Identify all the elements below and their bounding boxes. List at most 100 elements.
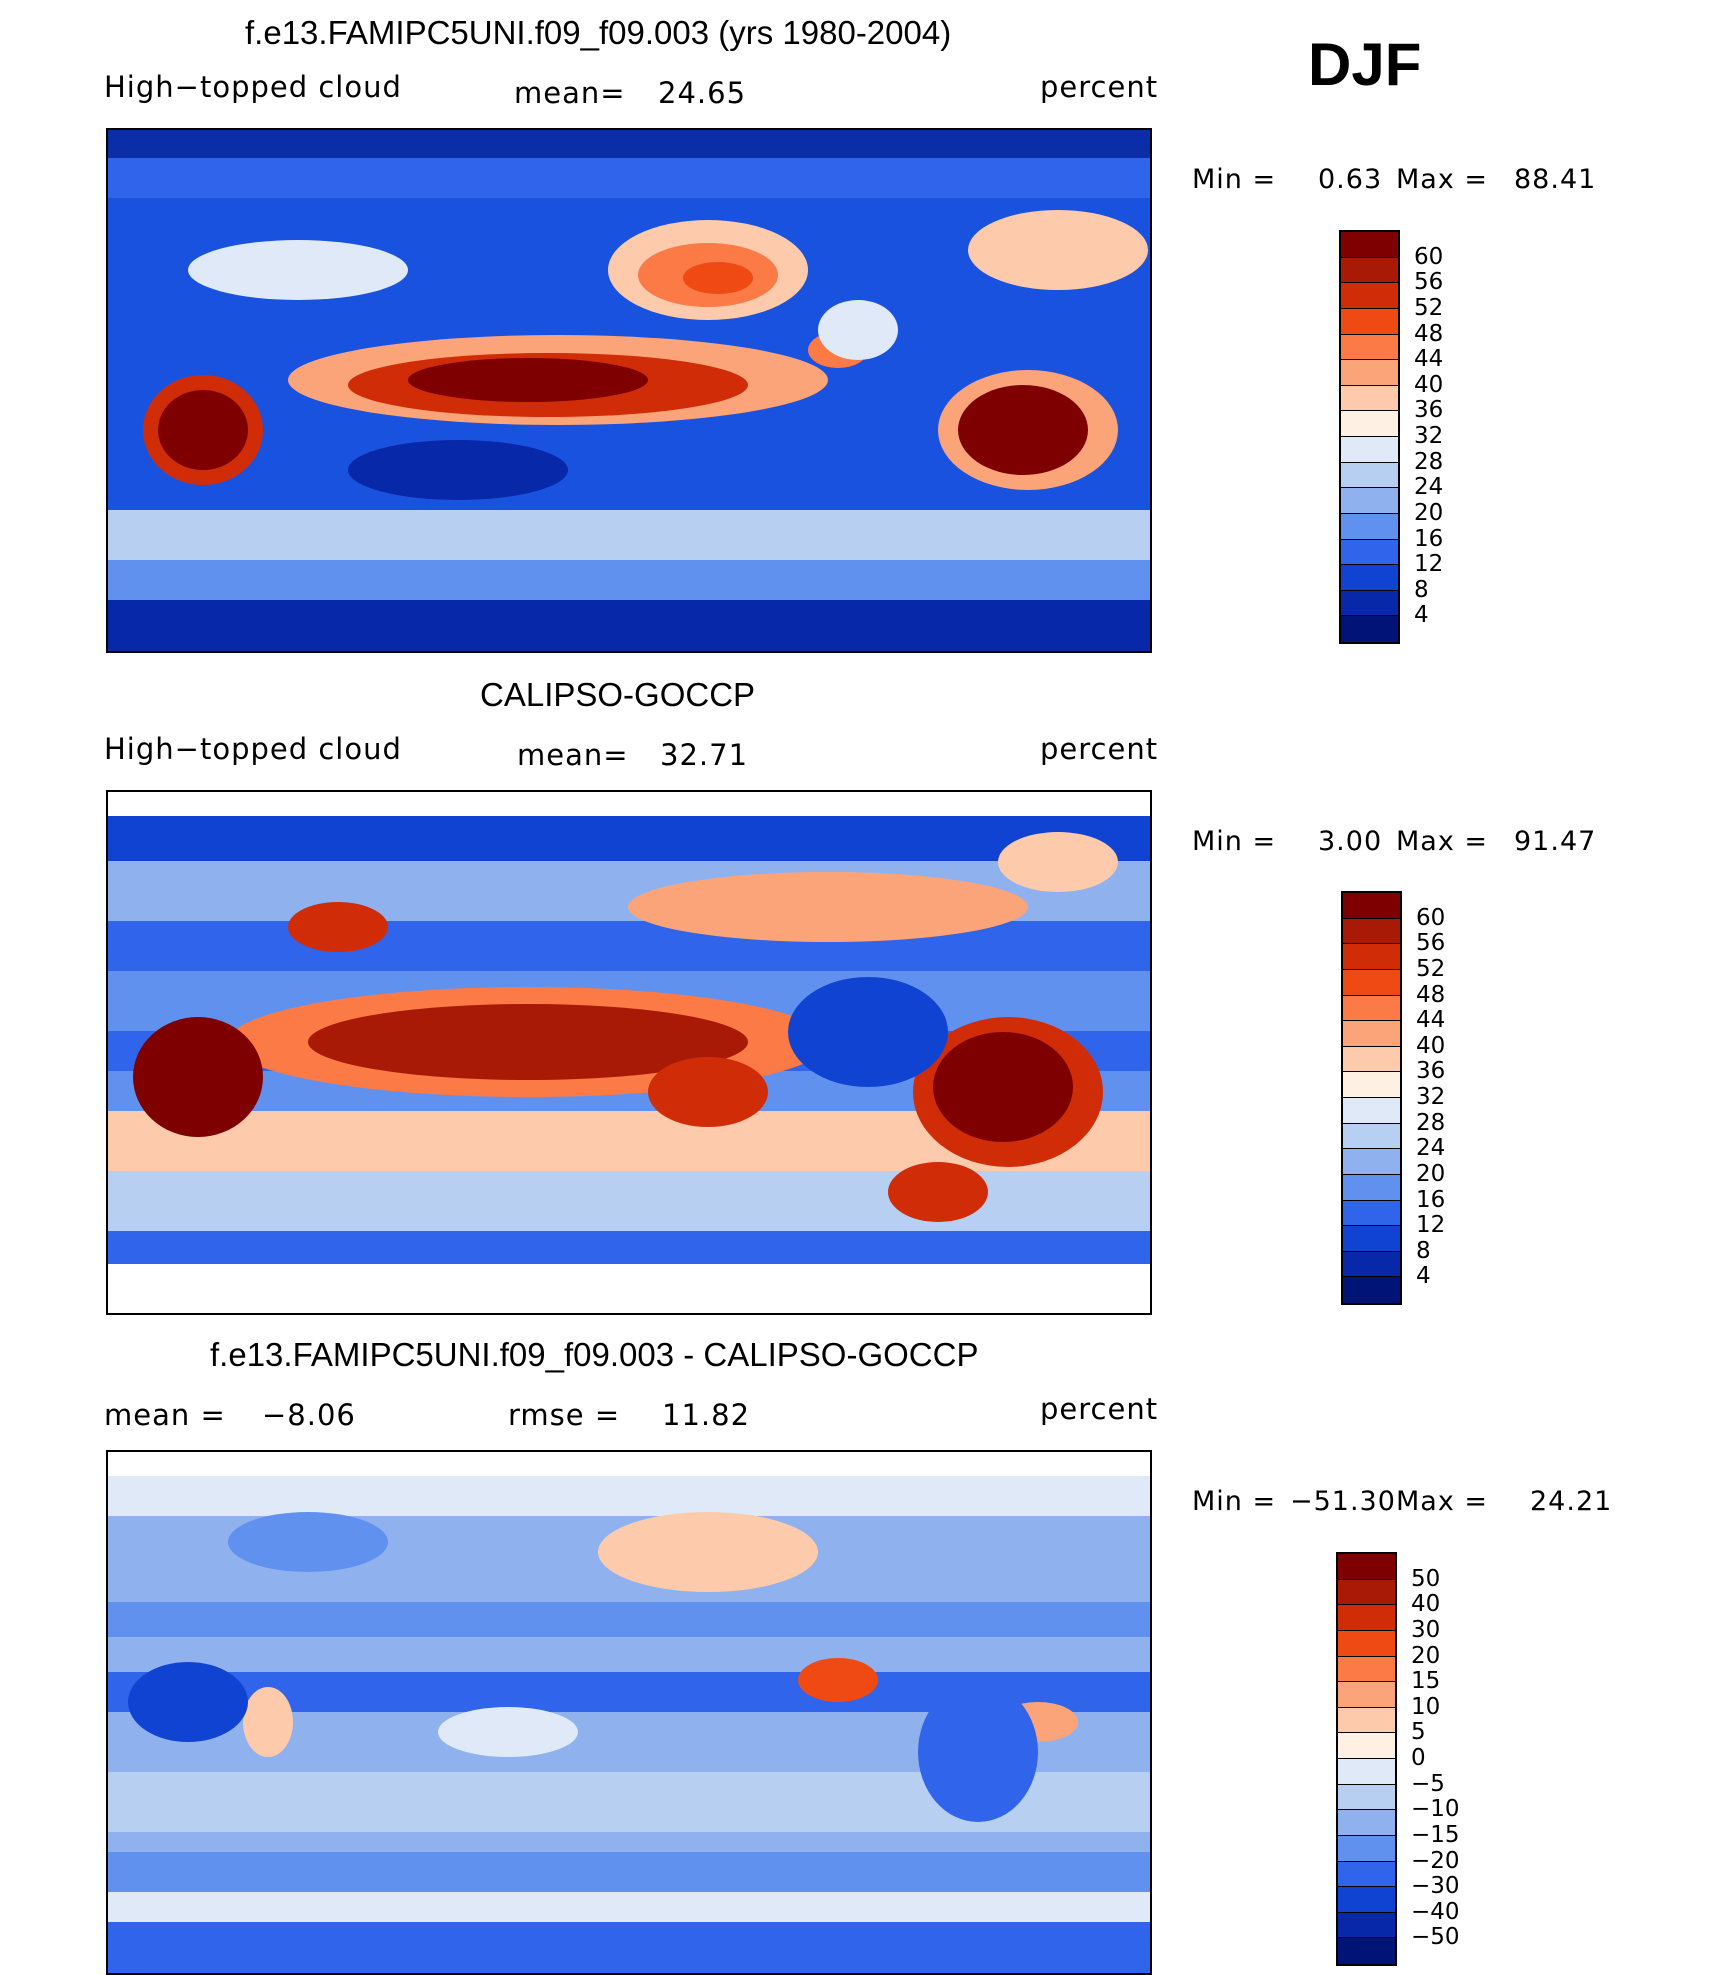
- colorbar-swatch: [1343, 1021, 1400, 1047]
- panel-2-map: [106, 790, 1152, 1315]
- colorbar-tick-label: 8: [1414, 576, 1429, 603]
- colorbar-tick-label: 4: [1416, 1263, 1431, 1290]
- panel-1-mean-value: 24.65: [658, 76, 747, 110]
- colorbar-swatch: [1338, 1733, 1395, 1759]
- colorbar-tick-label: 20: [1416, 1160, 1446, 1187]
- colorbar-swatch: [1343, 1149, 1400, 1175]
- colorbar-swatch: [1343, 944, 1400, 970]
- colorbar-swatch: [1343, 1200, 1400, 1227]
- colorbar-tick-label: 40: [1414, 371, 1444, 398]
- colorbar-tick-label: 24: [1414, 474, 1444, 501]
- colorbar-tick-label: −10: [1411, 1796, 1460, 1823]
- colorbar-swatch: [1338, 1579, 1395, 1606]
- colorbar-tick-label: 50: [1411, 1565, 1441, 1592]
- panel-1-map: [106, 128, 1152, 653]
- colorbar-tick-label: 40: [1411, 1591, 1441, 1618]
- colorbar-tick-label: 60: [1414, 243, 1444, 270]
- colorbar-swatch: [1343, 1072, 1400, 1098]
- panel-3-title: f.e13.FAMIPC5UNI.f09_f09.003 - CALIPSO-G…: [210, 1336, 979, 1373]
- colorbar-tick-label: 48: [1414, 320, 1444, 347]
- panel-2-max-value: 91.47: [1514, 826, 1597, 857]
- colorbar-swatch: [1341, 539, 1398, 566]
- colorbar-swatch: [1341, 334, 1398, 361]
- colorbar-tick-label: −5: [1411, 1770, 1445, 1797]
- panel-2-field: [108, 792, 1150, 1313]
- colorbar-tick-label: 52: [1416, 955, 1446, 982]
- panel-2-min-label: Min =: [1192, 826, 1277, 857]
- colorbar-tick-label: −50: [1411, 1924, 1460, 1951]
- colorbar-swatch: [1341, 616, 1398, 642]
- colorbar-tick-label: 10: [1411, 1693, 1441, 1720]
- panel-3-mean-value: −8.06: [262, 1398, 356, 1432]
- panel-2-units: percent: [1040, 732, 1159, 766]
- colorbar-swatch: [1338, 1554, 1395, 1580]
- panel-3-rmse-label: rmse =: [508, 1398, 621, 1432]
- colorbar-tick-label: 24: [1416, 1135, 1446, 1162]
- colorbar-tick-label: 36: [1416, 1058, 1446, 1085]
- colorbar-swatch: [1343, 1123, 1400, 1150]
- colorbar-swatch: [1341, 360, 1398, 386]
- panel-1-title: f.e13.FAMIPC5UNI.f09_f09.003 (yrs 1980-2…: [245, 14, 952, 51]
- colorbar-swatch: [1341, 462, 1398, 489]
- colorbar-tick-label: 32: [1414, 423, 1444, 449]
- colorbar-swatch: [1341, 565, 1398, 591]
- colorbar-tick-label: 16: [1416, 1186, 1446, 1213]
- colorbar-tick-label: 0: [1411, 1745, 1426, 1771]
- colorbar-tick-label: 52: [1414, 294, 1444, 321]
- colorbar-tick-label: 28: [1416, 1109, 1446, 1136]
- panel-2-title: CALIPSO-GOCCP: [480, 676, 756, 713]
- colorbar-swatch: [1341, 488, 1398, 514]
- panel-3-units: percent: [1040, 1392, 1159, 1426]
- panel-2-mean-value: 32.71: [660, 738, 749, 772]
- colorbar-tick-label: 56: [1416, 930, 1446, 957]
- panel-3-colorbar: [1336, 1552, 1397, 1966]
- colorbar-tick-label: 30: [1411, 1616, 1441, 1643]
- colorbar-swatch: [1341, 590, 1398, 617]
- panel-3-mean-label: mean =: [104, 1398, 226, 1432]
- colorbar-swatch: [1341, 513, 1398, 540]
- colorbar-tick-label: 48: [1416, 981, 1446, 1008]
- panel-2-max-label: Max =: [1396, 826, 1489, 857]
- colorbar-swatch: [1338, 1861, 1395, 1888]
- season-label: DJF: [1308, 31, 1422, 98]
- colorbar-swatch: [1338, 1630, 1395, 1657]
- colorbar-swatch: [1338, 1682, 1395, 1708]
- panel-1-max-label: Max =: [1396, 164, 1489, 195]
- panel-1-mean-label: mean=: [514, 76, 626, 110]
- colorbar-tick-label: 44: [1416, 1007, 1446, 1034]
- panel-2-min-value: 3.00: [1318, 826, 1383, 857]
- colorbar-tick-label: 4: [1414, 602, 1429, 629]
- colorbar-swatch: [1338, 1605, 1395, 1631]
- panel-2-colorbar: [1341, 891, 1402, 1305]
- colorbar-swatch: [1338, 1759, 1395, 1785]
- colorbar-tick-label: 40: [1416, 1032, 1446, 1059]
- colorbar-swatch: [1341, 411, 1398, 437]
- panel-3-min-value: −51.30: [1290, 1486, 1396, 1517]
- colorbar-swatch: [1341, 385, 1398, 412]
- colorbar-swatch: [1338, 1835, 1395, 1862]
- colorbar-tick-label: 56: [1414, 269, 1444, 296]
- panel-1-min-label: Min =: [1192, 164, 1277, 195]
- colorbar-tick-label: 44: [1414, 346, 1444, 373]
- colorbar-swatch: [1343, 969, 1400, 996]
- colorbar-swatch: [1343, 1174, 1400, 1201]
- colorbar-tick-label: −30: [1411, 1873, 1460, 1900]
- colorbar-swatch: [1341, 257, 1398, 284]
- panel-3-max-label: Max =: [1396, 1486, 1489, 1517]
- colorbar-tick-label: 8: [1416, 1237, 1431, 1264]
- colorbar-tick-label: 60: [1416, 904, 1446, 931]
- colorbar-tick-label: 12: [1416, 1212, 1446, 1239]
- colorbar-swatch: [1341, 437, 1398, 463]
- colorbar-swatch: [1341, 308, 1398, 335]
- colorbar-swatch: [1338, 1656, 1395, 1683]
- colorbar-tick-label: −40: [1411, 1898, 1460, 1925]
- panel-1-variable: High−topped cloud: [104, 70, 402, 104]
- colorbar-tick-label: −15: [1411, 1821, 1460, 1848]
- colorbar-swatch: [1338, 1810, 1395, 1836]
- panel-3-rmse-value: 11.82: [662, 1398, 751, 1432]
- colorbar-tick-label: 12: [1414, 551, 1444, 578]
- colorbar-tick-label: −20: [1411, 1847, 1460, 1874]
- colorbar-swatch: [1338, 1784, 1395, 1811]
- panel-3-map: [106, 1450, 1152, 1975]
- colorbar-tick-label: 20: [1411, 1642, 1441, 1669]
